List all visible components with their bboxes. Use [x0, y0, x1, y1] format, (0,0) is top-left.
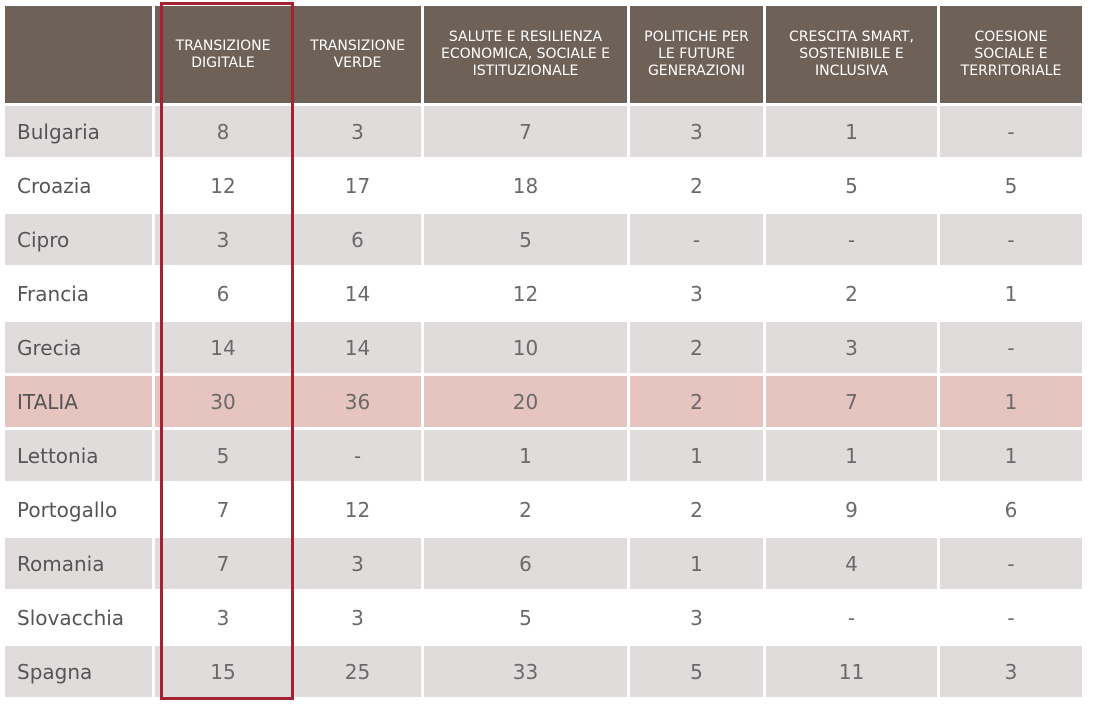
- header-transizione-digitale: TRANSIZIONE DIGITALE: [155, 6, 291, 103]
- value-cell: 17: [294, 160, 421, 211]
- value-cell: 1: [630, 430, 763, 481]
- value-cell: 3: [630, 106, 763, 157]
- table-row: Spagna 15 25 33 5 11 3: [5, 646, 1082, 697]
- value-cell: 7: [766, 376, 937, 427]
- table-row: Croazia 12 17 18 2 5 5: [5, 160, 1082, 211]
- value-cell: 25: [294, 646, 421, 697]
- header-politiche-future-generazioni: POLITICHE PER LE FUTURE GENERAZIONI: [630, 6, 763, 103]
- value-cell: 7: [155, 484, 291, 535]
- header-corner: [5, 6, 152, 103]
- value-cell: 33: [424, 646, 627, 697]
- header-crescita-smart: CRESCITA SMART, SOSTENIBILE E INCLUSIVA: [766, 6, 937, 103]
- value-cell: 5: [630, 646, 763, 697]
- value-cell: 5: [424, 214, 627, 265]
- value-cell: 2: [630, 484, 763, 535]
- table-row: Romania 7 3 6 1 4-: [5, 538, 1082, 589]
- table-body: Bulgaria 8 3 7 3 1- Croazia 12 17 18 2 5 5 Cipro 3 6 5- -…: [5, 106, 1082, 697]
- country-cell: Slovacchia: [5, 592, 152, 643]
- value-cell: -: [294, 430, 421, 481]
- value-cell: -: [940, 592, 1082, 643]
- value-cell: 3: [155, 214, 291, 265]
- value-cell: 12: [294, 484, 421, 535]
- value-cell: 10: [424, 322, 627, 373]
- country-cell: Grecia: [5, 322, 152, 373]
- country-cell: Bulgaria: [5, 106, 152, 157]
- table-row: Portogallo 7 12 2 2 9 6: [5, 484, 1082, 535]
- value-cell: 18: [424, 160, 627, 211]
- country-cell: Cipro: [5, 214, 152, 265]
- value-cell: -: [940, 538, 1082, 589]
- table-row: Francia 6 14 12 3 2 1: [5, 268, 1082, 319]
- header-row: TRANSIZIONE DIGITALE TRANSIZIONE VERDE S…: [5, 6, 1082, 103]
- value-cell: 20: [424, 376, 627, 427]
- value-cell: 1: [424, 430, 627, 481]
- table-row: Cipro 3 6 5- - -: [5, 214, 1082, 265]
- value-cell: 2: [630, 160, 763, 211]
- value-cell: 3: [294, 106, 421, 157]
- value-cell: 3: [940, 646, 1082, 697]
- value-cell: 2: [630, 376, 763, 427]
- value-cell: 14: [294, 268, 421, 319]
- table-row: Lettonia 5-1 1 1 1: [5, 430, 1082, 481]
- value-cell: -: [630, 214, 763, 265]
- country-cell: Francia: [5, 268, 152, 319]
- value-cell: 6: [940, 484, 1082, 535]
- value-cell: 6: [155, 268, 291, 319]
- header-coesione-sociale: COESIONE SOCIALE E TERRITORIALE: [940, 6, 1082, 103]
- country-cell: Croazia: [5, 160, 152, 211]
- country-cell: Romania: [5, 538, 152, 589]
- value-cell: 1: [766, 430, 937, 481]
- value-cell: -: [940, 322, 1082, 373]
- table-row: Grecia 14 14 10 2 3-: [5, 322, 1082, 373]
- value-cell: 2: [424, 484, 627, 535]
- value-cell: 1: [766, 106, 937, 157]
- data-table: TRANSIZIONE DIGITALE TRANSIZIONE VERDE S…: [2, 3, 1085, 700]
- value-cell: 5: [766, 160, 937, 211]
- value-cell: 14: [155, 322, 291, 373]
- value-cell: -: [940, 214, 1082, 265]
- header-transizione-verde: TRANSIZIONE VERDE: [294, 6, 421, 103]
- country-cell: Lettonia: [5, 430, 152, 481]
- value-cell: 2: [766, 268, 937, 319]
- table-row: ITALIA 30 36 20 2 7 1: [5, 376, 1082, 427]
- value-cell: 30: [155, 376, 291, 427]
- value-cell: 9: [766, 484, 937, 535]
- value-cell: 11: [766, 646, 937, 697]
- value-cell: 36: [294, 376, 421, 427]
- value-cell: -: [940, 106, 1082, 157]
- value-cell: 12: [155, 160, 291, 211]
- value-cell: 3: [766, 322, 937, 373]
- value-cell: 6: [294, 214, 421, 265]
- country-cell: ITALIA: [5, 376, 152, 427]
- value-cell: -: [766, 214, 937, 265]
- header-salute-resilienza: SALUTE E RESILIENZA ECONOMICA, SOCIALE E…: [424, 6, 627, 103]
- country-cell: Spagna: [5, 646, 152, 697]
- table-row: Bulgaria 8 3 7 3 1-: [5, 106, 1082, 157]
- value-cell: 14: [294, 322, 421, 373]
- country-cell: Portogallo: [5, 484, 152, 535]
- value-cell: 3: [294, 592, 421, 643]
- value-cell: 7: [155, 538, 291, 589]
- value-cell: 4: [766, 538, 937, 589]
- value-cell: 7: [424, 106, 627, 157]
- value-cell: 12: [424, 268, 627, 319]
- value-cell: 1: [630, 538, 763, 589]
- table-row: Slovacchia 3 3 5 3- -: [5, 592, 1082, 643]
- value-cell: 15: [155, 646, 291, 697]
- value-cell: 5: [155, 430, 291, 481]
- value-cell: 1: [940, 268, 1082, 319]
- value-cell: 1: [940, 430, 1082, 481]
- value-cell: -: [766, 592, 937, 643]
- value-cell: 3: [630, 268, 763, 319]
- value-cell: 8: [155, 106, 291, 157]
- value-cell: 1: [940, 376, 1082, 427]
- value-cell: 3: [294, 538, 421, 589]
- value-cell: 2: [630, 322, 763, 373]
- value-cell: 3: [630, 592, 763, 643]
- value-cell: 3: [155, 592, 291, 643]
- value-cell: 5: [940, 160, 1082, 211]
- value-cell: 5: [424, 592, 627, 643]
- value-cell: 6: [424, 538, 627, 589]
